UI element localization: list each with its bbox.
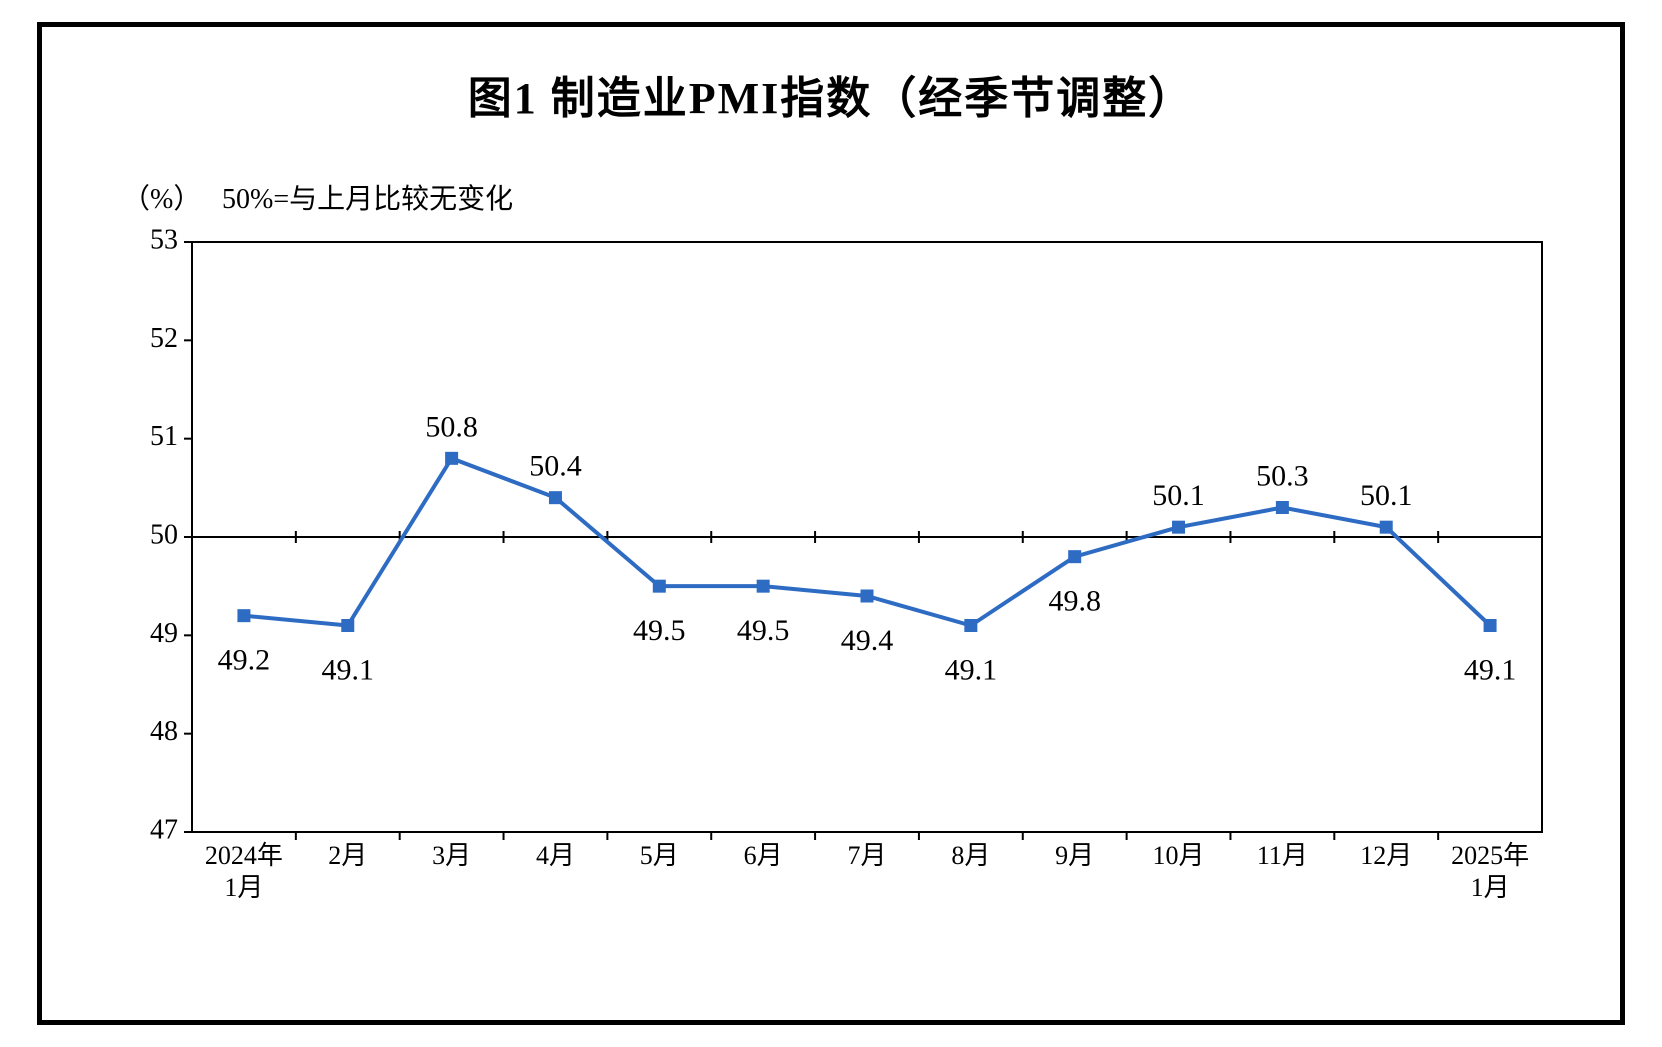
series-marker	[1069, 551, 1081, 563]
plot-area: 47 48 49 50 51 52 53 2024年 1月 2月 3月 4月 5月 6月 7月 8月 9月 10月…	[122, 227, 1552, 927]
data-label: 50.1	[1360, 479, 1413, 512]
series-marker	[342, 620, 354, 632]
y-tick-label: 51	[150, 421, 178, 452]
data-label: 49.1	[322, 654, 375, 687]
x-tick-label: 7月	[847, 841, 886, 870]
chart-container: 图1 制造业PMI指数（经季节调整） （%） 50%=与上月比较无变化 47 48…	[0, 0, 1662, 1047]
series-marker	[1380, 521, 1392, 533]
x-tick-label-sub: 1月	[1471, 873, 1510, 902]
x-tick-label: 2月	[328, 841, 367, 870]
x-tick-label: 8月	[951, 841, 990, 870]
data-label: 50.4	[529, 450, 582, 483]
x-tick-label: 2025年	[1451, 841, 1529, 870]
x-tick-label-sub: 1月	[224, 873, 263, 902]
y-tick-label: 53	[150, 227, 178, 255]
x-tick-label: 9月	[1055, 841, 1094, 870]
series-marker	[861, 590, 873, 602]
x-tick-label: 6月	[744, 841, 783, 870]
chart-frame: 图1 制造业PMI指数（经季节调整） （%） 50%=与上月比较无变化 47 48…	[37, 22, 1625, 1025]
data-label: 49.2	[218, 644, 271, 677]
x-tick-label: 10月	[1153, 841, 1205, 870]
x-tick-label: 5月	[640, 841, 679, 870]
x-tick-label: 4月	[536, 841, 575, 870]
series-marker	[446, 452, 458, 464]
series-marker	[653, 580, 665, 592]
series-marker	[238, 610, 250, 622]
series-marker	[1484, 620, 1496, 632]
series-marker	[549, 492, 561, 504]
y-tick-label: 47	[150, 814, 178, 845]
x-tick-label: 11月	[1257, 841, 1308, 870]
x-tick-label: 3月	[432, 841, 471, 870]
chart-title: 图1 制造业PMI指数（经季节调整）	[42, 62, 1620, 126]
note-label: 50%=与上月比较无变化	[222, 177, 513, 217]
data-label: 49.1	[1464, 654, 1517, 687]
data-label: 49.1	[945, 654, 998, 687]
data-label: 50.1	[1152, 479, 1205, 512]
data-label: 50.3	[1256, 460, 1309, 493]
data-label: 49.5	[633, 614, 686, 647]
series-marker	[757, 580, 769, 592]
y-tick-label: 52	[150, 323, 178, 354]
y-tick-label: 49	[150, 618, 178, 649]
x-tick-label: 12月	[1360, 841, 1412, 870]
x-tick-label: 2024年	[205, 841, 283, 870]
y-tick-label: 48	[150, 716, 178, 747]
data-label: 50.8	[425, 410, 478, 443]
data-label: 49.8	[1048, 585, 1101, 618]
data-label: 49.4	[841, 624, 894, 657]
series-marker	[1276, 502, 1288, 514]
unit-label: （%）	[122, 177, 201, 217]
series-marker	[965, 620, 977, 632]
data-label: 49.5	[737, 614, 790, 647]
series-marker	[1173, 521, 1185, 533]
y-tick-label: 50	[150, 519, 178, 550]
